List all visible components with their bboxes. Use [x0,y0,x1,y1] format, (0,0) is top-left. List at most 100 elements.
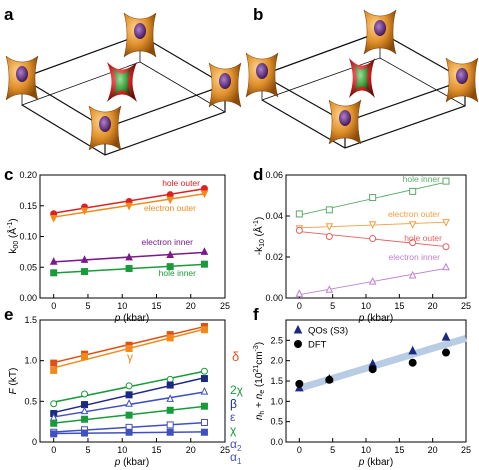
panel-label-f: f [253,305,259,324]
data-point [166,381,174,389]
panel-label-d: d [253,165,263,184]
hole-pocket-center [107,62,137,102]
legend-label: QOs (S3) [308,326,348,337]
series-label: 2χ [230,383,244,397]
y-tick-label: 0.02 [265,252,283,262]
series-label: ε [230,410,236,424]
electron-pocket-bottom-b [328,99,362,145]
series-label: α1 [230,450,242,466]
data-point [295,226,303,234]
y-tick-label: 0.5 [270,417,283,427]
data-point [81,429,89,437]
data-point [81,390,89,398]
hole-pocket-center-b [349,58,375,98]
data-point [125,391,133,399]
x-tick-label: 20 [428,301,438,311]
data-point [80,406,89,415]
y-tick-label: 1.0 [270,396,283,406]
data-point [125,264,133,272]
data-point [200,260,208,268]
data-point [49,215,58,223]
data-point [442,243,450,251]
data-point [166,196,174,205]
x-tick-label: 15 [394,445,404,455]
y-tick-label: 1.5 [270,376,283,386]
y-tick-label: 0.00 [19,293,37,303]
data-point [200,386,209,395]
x-tick-label: 20 [186,301,196,311]
series-label: electron outer [388,209,440,219]
x-axis-label-d: p (kbar) [358,313,393,324]
series-label: hole inner [159,268,197,278]
data-point [408,221,417,229]
legend-marker [293,324,303,334]
x-tick-label: 5 [330,301,335,311]
data-point [125,428,133,436]
data-point [200,247,209,255]
data-point [50,430,58,438]
electron-pocket-top-b [363,9,397,55]
data-point [325,223,334,231]
data-point [81,353,89,361]
series-label: δ [232,349,239,364]
y-tick-label: 0.00 [265,293,283,303]
data-point [441,331,451,341]
data-point [200,367,208,375]
data-point [442,262,450,271]
data-point [442,219,450,227]
x-tick-label: 10 [117,301,127,311]
series-label: γ [127,350,133,364]
series-label: hole outer [404,233,442,243]
series-label: electron inner [141,237,193,247]
panel-label-a: a [4,5,14,24]
data-point [80,255,89,263]
data-point [166,394,174,402]
plot-frame-d [285,174,467,299]
data-point [166,406,174,414]
x-tick-label: 10 [361,301,371,311]
y-tick-label: 2.0 [270,356,283,366]
data-point [50,366,58,374]
data-point [200,418,208,426]
data-point [125,202,133,211]
y-tick-label: 0.0 [270,437,283,447]
data-point [200,375,208,383]
x-tick-label: 10 [117,445,127,455]
electron-pocket-bottom [88,105,122,151]
data-point [50,419,58,427]
x-tick-label: 25 [461,445,471,455]
data-point [369,194,377,202]
panel-label-c: c [4,165,13,184]
data-point [325,206,333,214]
y-tick-label: 1.0 [24,356,37,366]
data-point [408,345,417,355]
x-tick-label: 5 [85,445,90,455]
data-point [50,400,58,408]
x-tick-label: 0 [297,445,302,455]
data-point [49,257,58,265]
y-tick-label: 0.06 [265,170,283,180]
electron-pocket-right [208,62,242,108]
x-tick-label: 20 [186,445,196,455]
x-axis-label-e: p (kbar) [114,457,149,468]
plot-f-content: 0 5 10 15 20 25 0.0 0.5 1.0 1.5 2.0 2.5 QOs (S3) DFT [270,324,471,455]
data-point [409,239,417,247]
data-point [200,428,208,436]
x-axis-label-f: p (kbar) [358,457,393,468]
y-axis-label-d: -k10 (Å-1) [252,217,266,256]
y-axis-label-f: nh + ne (1021cm-3) [253,342,266,420]
x-tick-label: 0 [297,301,302,311]
data-point [200,190,209,199]
electron-pocket-right-b [445,57,479,103]
data-point [325,233,333,240]
data-point [50,269,58,277]
series-label: α2 [230,437,242,453]
data-point [295,379,304,388]
x-tick-label: 0 [51,445,56,455]
data-point [125,344,133,352]
data-point [442,177,450,185]
data-point [325,375,334,384]
data-point [166,375,174,383]
